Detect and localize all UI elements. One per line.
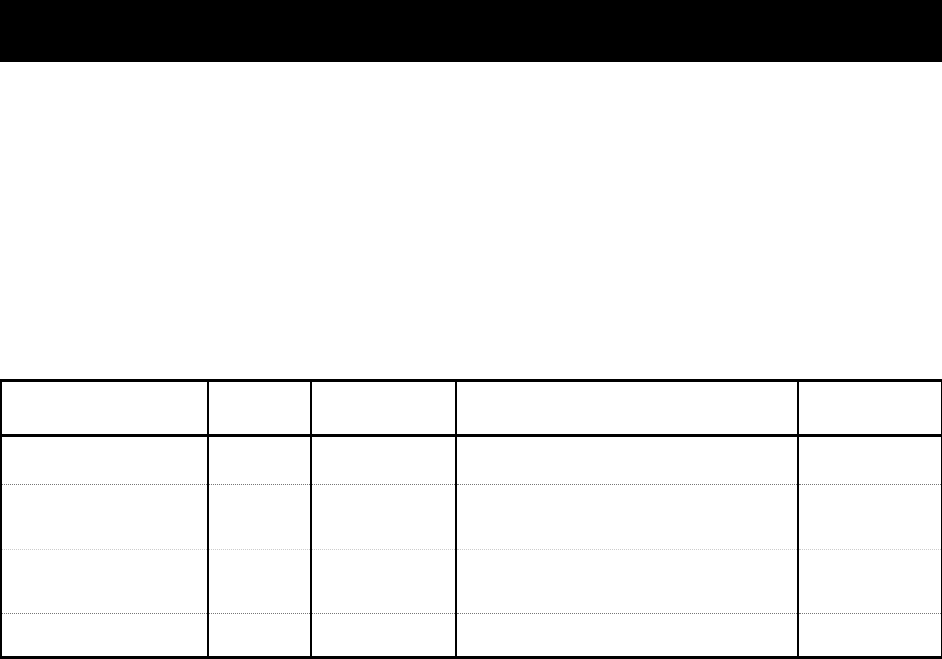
table-cell: [0, 549, 209, 614]
column-header: [455, 379, 799, 437]
table-cell: [207, 613, 312, 659]
column-header: [310, 379, 457, 437]
table-cell: [455, 613, 799, 659]
table-cell: [797, 484, 942, 550]
table-cell: [310, 549, 457, 614]
table-cell: [207, 484, 312, 550]
data-table: [0, 379, 942, 659]
table-row: [0, 613, 942, 659]
column-header: [207, 379, 312, 437]
table-cell: [310, 484, 457, 550]
table-cell: [455, 435, 799, 485]
table-cell: [797, 613, 942, 659]
table-cell: [0, 484, 209, 550]
table-cell: [0, 435, 209, 485]
table-row: [0, 435, 942, 485]
header-bar: [0, 0, 942, 62]
table-cell: [0, 613, 209, 659]
table-cell: [310, 613, 457, 659]
table-header-row: [0, 379, 942, 437]
table-cell: [207, 435, 312, 485]
table-row: [0, 549, 942, 614]
table-row: [0, 484, 942, 550]
table-cell: [455, 484, 799, 550]
column-header: [0, 379, 209, 437]
column-header: [797, 379, 942, 437]
table-cell: [310, 435, 457, 485]
table-cell: [207, 549, 312, 614]
table-cell: [797, 435, 942, 485]
table-cell: [455, 549, 799, 614]
table-cell: [797, 549, 942, 614]
